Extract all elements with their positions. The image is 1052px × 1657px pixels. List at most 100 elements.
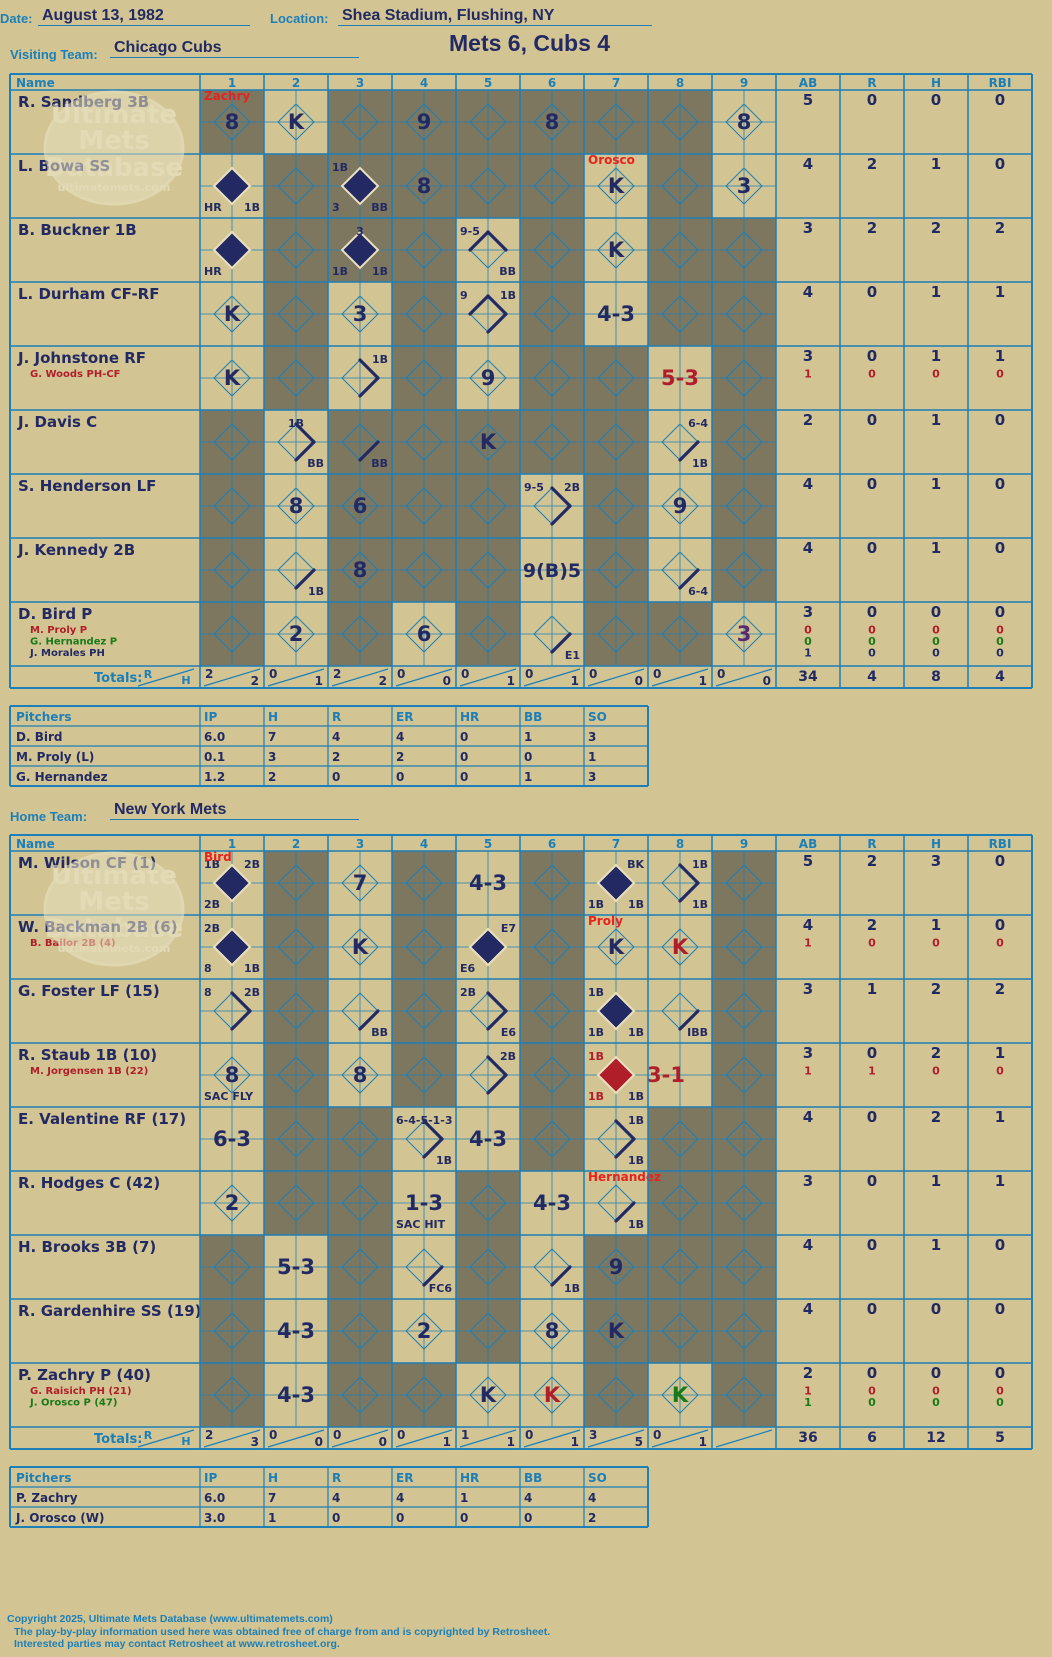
inning-runs: 0 xyxy=(525,1428,533,1442)
inning-runs: 0 xyxy=(525,667,533,681)
pitch-col-header: H xyxy=(268,710,278,724)
at-bat-cell xyxy=(213,487,251,525)
base-diamond xyxy=(533,231,571,269)
batter-stat: 1 xyxy=(931,347,941,365)
base-diamond xyxy=(533,423,571,461)
at-bat-cell xyxy=(213,1376,251,1414)
base-diamond xyxy=(341,1184,379,1222)
batter-name: R. Gardenhire SS (19) xyxy=(18,1302,202,1320)
base-diamond xyxy=(469,167,507,205)
play-note: IBB xyxy=(687,1026,708,1039)
base-path xyxy=(614,1137,636,1159)
watermark-text: Mets xyxy=(78,887,149,917)
play-result: 5-3 xyxy=(661,366,699,390)
play-note: 9-5 xyxy=(524,481,544,494)
totals-h-label: H xyxy=(181,674,190,687)
total-stat: 12 xyxy=(926,1430,945,1446)
base-path xyxy=(550,1265,572,1287)
batter-stat: 2 xyxy=(931,1044,941,1062)
base-diamond xyxy=(597,928,635,966)
substitute-stat: 1 xyxy=(804,1065,812,1078)
base-diamond xyxy=(533,1056,571,1094)
at-bat-cell: K xyxy=(341,928,379,966)
substitute-stat: 0 xyxy=(868,1385,876,1398)
base-diamond xyxy=(725,864,763,902)
batter-stat: 1 xyxy=(931,1172,941,1190)
col-header-inning: 2 xyxy=(292,837,300,851)
pitch-col-header: R xyxy=(332,710,341,724)
base-path xyxy=(486,230,508,252)
inning-hits: 0 xyxy=(315,1435,323,1449)
inning-hits: 1 xyxy=(315,674,323,688)
inning-hits: 2 xyxy=(251,674,259,688)
at-bat-cell xyxy=(661,295,699,333)
at-bat-cell: 6 xyxy=(341,487,379,525)
play-result: 2 xyxy=(417,1319,432,1343)
base-path xyxy=(486,294,508,316)
play-note: 1B xyxy=(628,898,644,911)
base-diamond xyxy=(213,359,251,397)
at-bat-cell: 3 1B 1B xyxy=(332,225,388,278)
substitute-name: G. Raisich PH (21) xyxy=(30,1386,132,1397)
play-result: 8 xyxy=(289,494,304,518)
play-note: 1B xyxy=(588,1090,604,1103)
totals-slash xyxy=(137,668,195,687)
at-bat-cell xyxy=(277,1120,315,1158)
copyright-line: Copyright 2025, Ultimate Mets Database (… xyxy=(7,1613,333,1625)
pitcher-stat: 2 xyxy=(268,770,276,784)
batter-stat: 3 xyxy=(931,852,941,870)
play-result: 9 xyxy=(673,494,688,518)
batter-stat: 0 xyxy=(867,1300,877,1318)
play-result: 4-3 xyxy=(533,1191,571,1215)
base-diamond xyxy=(341,1376,379,1414)
at-bat-cell: K xyxy=(661,1376,699,1414)
at-bat-cell: 4-3 xyxy=(469,1127,507,1151)
base-path xyxy=(486,1055,508,1077)
base-path xyxy=(678,1009,700,1031)
pitcher-stat: 2 xyxy=(396,750,404,764)
inning-hits: 1 xyxy=(443,1435,451,1449)
batter-stat: 1 xyxy=(931,411,941,429)
play-note: BB xyxy=(499,265,516,278)
inning-runs: 0 xyxy=(333,1428,341,1442)
base-diamond xyxy=(725,231,763,269)
totals-slash xyxy=(395,1429,453,1448)
contact-line: Interested parties may contact Retroshee… xyxy=(14,1638,340,1650)
substitute-stat: 0 xyxy=(804,635,812,648)
watermark-oval xyxy=(43,90,185,206)
at-bat-cell xyxy=(405,1376,443,1414)
batter-stat: 2 xyxy=(867,916,877,934)
base-path xyxy=(294,440,316,462)
play-result: 1-3 xyxy=(405,1191,443,1215)
base-diamond xyxy=(469,615,507,653)
at-bat-cell: 8 xyxy=(725,103,763,141)
batter-stat: 3 xyxy=(803,603,813,621)
col-header-inning: 9 xyxy=(740,76,748,90)
watermark-url: ultimatemets.com xyxy=(58,181,171,194)
base-diamond xyxy=(597,487,635,525)
inning-runs: 0 xyxy=(589,667,597,681)
base-path xyxy=(678,881,700,903)
base-path xyxy=(550,504,572,526)
at-bat-cell: 4-3 xyxy=(469,871,507,895)
inning-hits: 1 xyxy=(571,1435,579,1449)
total-stat: 36 xyxy=(798,1430,817,1446)
base-diamond xyxy=(725,928,763,966)
play-result: 4-3 xyxy=(469,1127,507,1151)
batter-stat: 0 xyxy=(995,475,1005,493)
batter-stat: 0 xyxy=(867,411,877,429)
play-note: 1B xyxy=(308,585,324,598)
batter-stat: 0 xyxy=(867,475,877,493)
batter-stat: 1 xyxy=(995,283,1005,301)
at-bat-cell: 2B 8 1B xyxy=(204,922,260,975)
pitcher-change-note: Zachry xyxy=(204,89,250,103)
batter-name: E. Valentine RF (17) xyxy=(18,1110,186,1128)
substitute-stat: 0 xyxy=(868,937,876,950)
at-bat-cell: 9 xyxy=(597,1248,635,1286)
play-note: 1B xyxy=(372,265,388,278)
play-note: FC6 xyxy=(429,1282,453,1295)
location-value: Shea Stadium, Flushing, NY xyxy=(338,6,652,26)
col-header-stat: RBI xyxy=(989,837,1012,851)
base-diamond xyxy=(533,928,571,966)
